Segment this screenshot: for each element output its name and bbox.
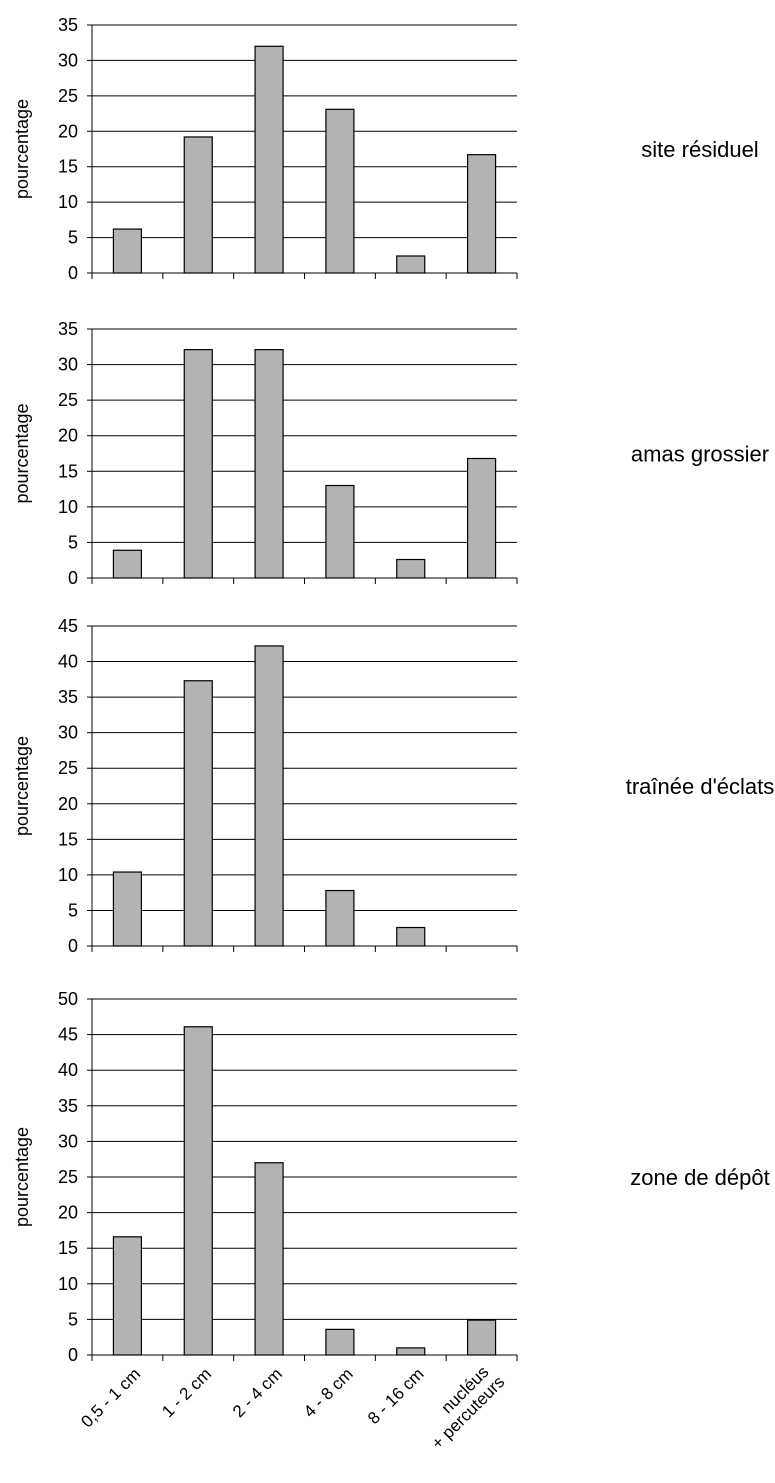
panel-label: zone de dépôt — [630, 1165, 769, 1190]
y-tick-label: 30 — [58, 50, 78, 70]
bar-5 — [396, 255, 426, 274]
x-category-labels: 0,5 - 1 cm 1 - 2 cm 2 - 4 cm 4 - 8 cm 8 - 16… — [77, 1362, 508, 1453]
y-tick-label: 5 — [68, 228, 78, 248]
panel-label: amas grossier — [631, 442, 769, 467]
panel-label: site résiduel — [641, 137, 758, 162]
y-tick-label: 45 — [58, 616, 78, 636]
bar-1 — [112, 871, 143, 947]
y-tick-label: 10 — [58, 1274, 78, 1294]
y-tick-label: 5 — [68, 532, 78, 552]
bar-3 — [254, 1162, 284, 1356]
y-tick-label: 0 — [68, 568, 78, 588]
x-category-label: 0,5 - 1 cm — [77, 1364, 144, 1431]
chart-panel-2: 0 5 10 15 20 25 30 35 pourcentage amas grossier — [12, 319, 769, 588]
bar-1 — [112, 1236, 143, 1356]
y-tick-label: 30 — [58, 723, 78, 743]
x-category-label: 1 - 2 cm — [158, 1364, 215, 1421]
bar-2 — [183, 680, 213, 947]
y-tick-label: 15 — [58, 1238, 78, 1258]
y-tick-label: 20 — [58, 794, 78, 814]
chart-panel-4: 0 5 10 15 20 25 30 35 40 45 50 pourcentage zone de d… — [12, 989, 770, 1365]
y-tick-label: 20 — [58, 1203, 78, 1223]
y-tick-label: 35 — [58, 687, 78, 707]
chart-panel-3: 0 5 10 15 20 25 30 35 40 45 pourcentage traînée d'é… — [12, 616, 774, 956]
y-tick-label: 15 — [58, 829, 78, 849]
y-tick-label: 25 — [58, 390, 78, 410]
y-tick-label: 25 — [58, 86, 78, 106]
y-tick-label: 10 — [58, 192, 78, 212]
bar-1 — [112, 228, 143, 274]
bar-5 — [396, 926, 426, 947]
y-tick-label: 30 — [58, 355, 78, 375]
y-axis-title: pourcentage — [12, 736, 32, 836]
chart-panel-1: 0 5 10 15 20 25 30 35 pourcentage site résiduel — [12, 15, 759, 283]
y-tick-label: 0 — [68, 936, 78, 956]
bar-5 — [396, 558, 426, 579]
bar-4 — [325, 1328, 355, 1356]
y-tick-label: 0 — [68, 263, 78, 283]
x-category-label: 2 - 4 cm — [229, 1364, 286, 1421]
x-category-label: 4 - 8 cm — [300, 1364, 357, 1421]
y-tick-label: 15 — [58, 157, 78, 177]
y-tick-label: 0 — [68, 1345, 78, 1365]
y-tick-label: 5 — [68, 1309, 78, 1329]
bar-3 — [254, 349, 284, 579]
y-tick-label: 45 — [58, 1025, 78, 1045]
bar-6 — [466, 457, 497, 579]
y-tick-label: 25 — [58, 1167, 78, 1187]
y-tick-label: 10 — [58, 497, 78, 517]
bar-3 — [254, 645, 284, 947]
y-tick-label: 35 — [58, 15, 78, 35]
y-tick-label: 20 — [58, 426, 78, 446]
y-tick-label: 40 — [58, 652, 78, 672]
y-tick-label: 40 — [58, 1060, 78, 1080]
x-category-label: 8 - 16 cm — [364, 1364, 428, 1428]
panel-label: traînée d'éclats — [626, 774, 775, 799]
bar-2 — [183, 1026, 213, 1356]
y-tick-label: 30 — [58, 1131, 78, 1151]
y-tick-label: 50 — [58, 989, 78, 1009]
bar-2 — [183, 349, 213, 579]
y-tick-label: 35 — [58, 1096, 78, 1116]
bar-4 — [325, 889, 355, 947]
y-tick-label: 5 — [68, 900, 78, 920]
bar-2 — [183, 136, 213, 274]
bar-5 — [396, 1347, 426, 1356]
bar-3 — [254, 45, 284, 274]
bar-4 — [325, 108, 355, 274]
y-tick-label: 35 — [58, 319, 78, 339]
bar-4 — [325, 484, 355, 579]
bar-1 — [112, 549, 143, 579]
y-tick-label: 15 — [58, 461, 78, 481]
y-tick-label: 20 — [58, 121, 78, 141]
y-tick-label: 25 — [58, 758, 78, 778]
y-axis-title: pourcentage — [12, 99, 32, 199]
bar-6 — [466, 154, 497, 274]
y-axis-title: pourcentage — [12, 1127, 32, 1227]
y-tick-label: 10 — [58, 865, 78, 885]
bar-6 — [466, 1319, 497, 1356]
y-axis-title: pourcentage — [12, 403, 32, 503]
